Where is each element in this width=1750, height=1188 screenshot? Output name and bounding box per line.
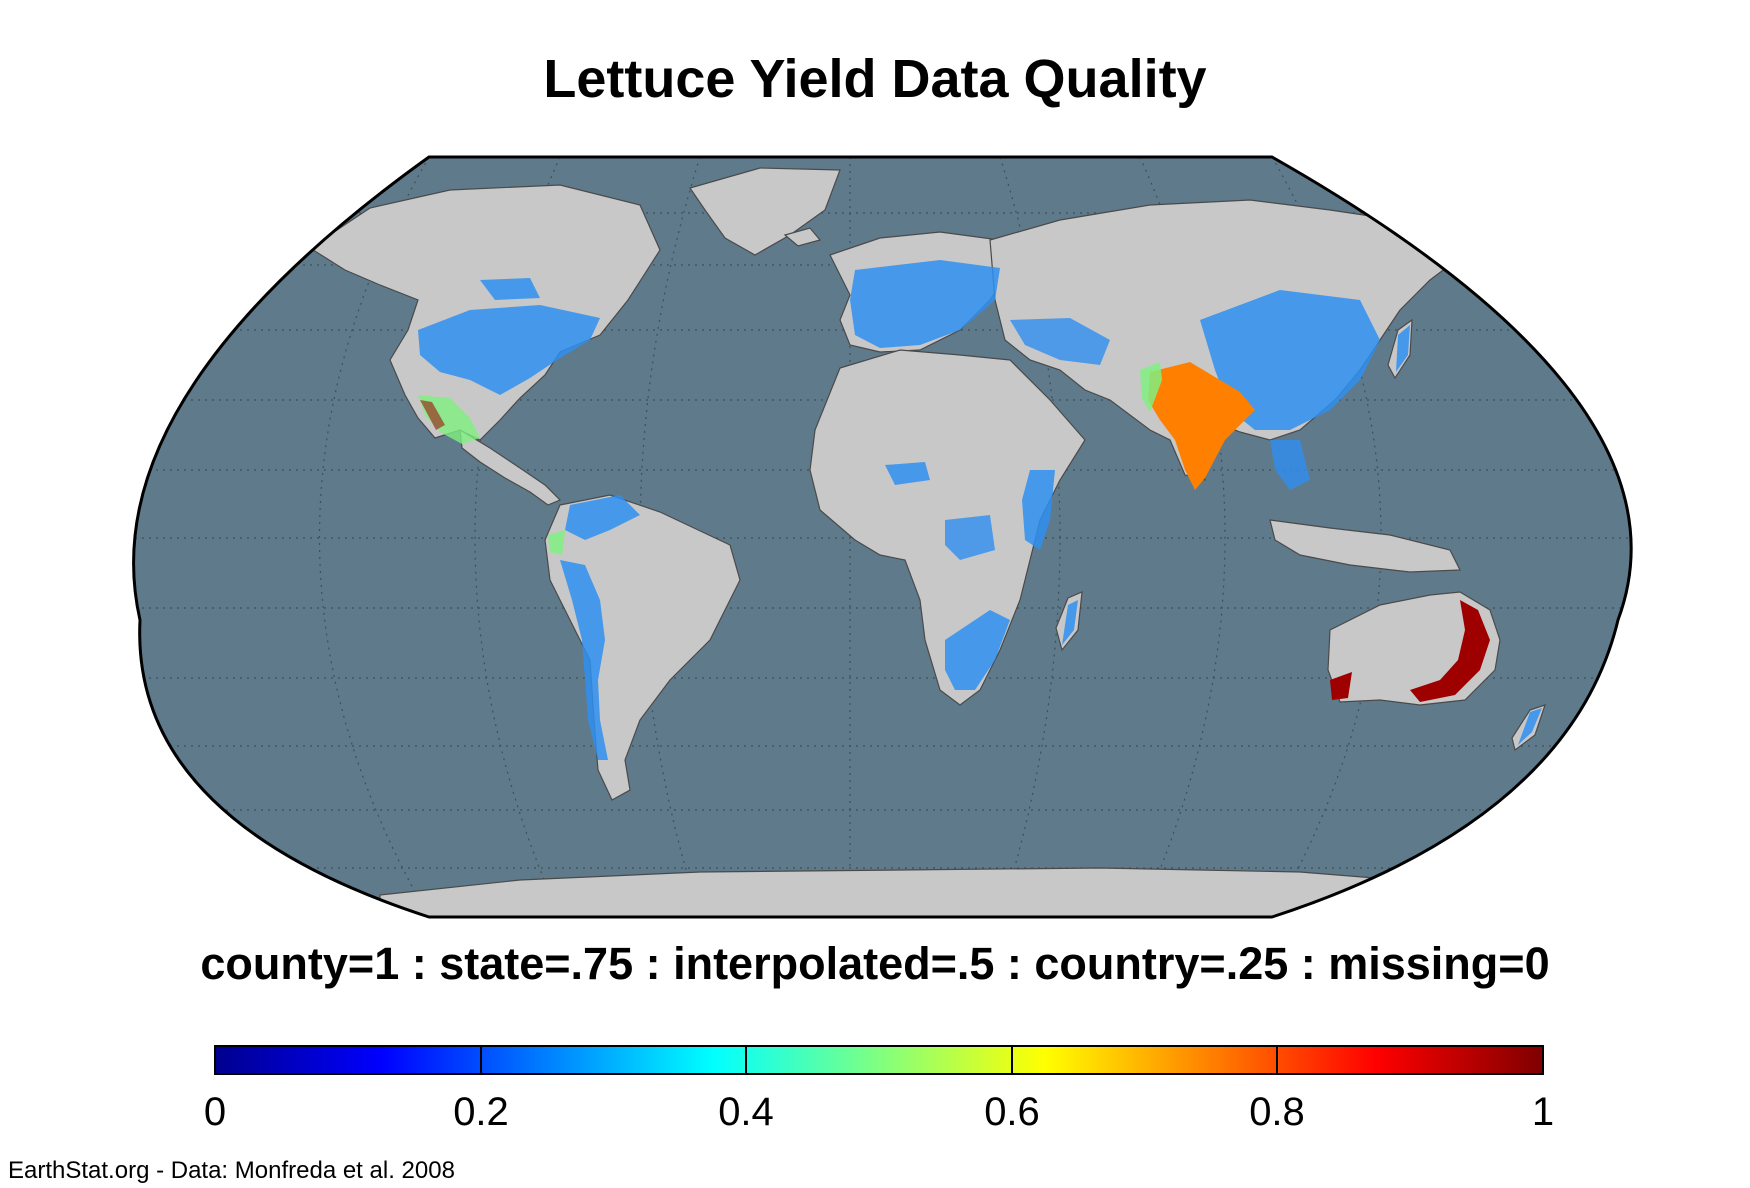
overlay-southeast-asia bbox=[1270, 440, 1310, 490]
map-title: Lettuce Yield Data Quality bbox=[543, 49, 1207, 109]
overlay-europe bbox=[850, 260, 1000, 348]
colorbar-tick-label: 0.2 bbox=[453, 1090, 509, 1134]
overlay-central-africa bbox=[945, 515, 995, 560]
overlay-india-state bbox=[1148, 362, 1255, 490]
globe-outline bbox=[132, 155, 1633, 919]
overlay-japan bbox=[1396, 325, 1410, 372]
central-america bbox=[459, 428, 562, 506]
colorbar-tick bbox=[1276, 1047, 1278, 1075]
overlay-south-america-north bbox=[565, 495, 640, 540]
colorbar-tick bbox=[745, 1047, 747, 1075]
overlay-ecuador-interpolated bbox=[548, 530, 565, 555]
indonesia bbox=[1269, 519, 1461, 573]
colorbar-tick-label: 0.4 bbox=[718, 1090, 774, 1134]
colorbar-tick-label: 0.6 bbox=[984, 1090, 1040, 1134]
data-overlays bbox=[418, 260, 1542, 760]
overlay-pakistan-interpolated bbox=[1140, 362, 1162, 412]
overlay-east-africa bbox=[1022, 470, 1055, 550]
colorbar-tick-label: 0.8 bbox=[1249, 1090, 1305, 1134]
south-america bbox=[544, 494, 741, 801]
overlay-andes bbox=[560, 560, 608, 760]
overlay-mexico-county bbox=[420, 400, 445, 430]
overlay-australia-east bbox=[1410, 600, 1490, 702]
overlay-canada-patch bbox=[480, 278, 540, 300]
overlay-north-america bbox=[418, 305, 600, 395]
colorbar-tick bbox=[480, 1047, 482, 1075]
overlay-middle-east bbox=[1010, 318, 1110, 365]
overlay-southern-africa bbox=[945, 610, 1010, 690]
overlay-west-africa bbox=[885, 462, 930, 485]
overlay-new-zealand bbox=[1518, 708, 1542, 745]
iceland bbox=[783, 227, 822, 247]
antarctica bbox=[379, 867, 1422, 917]
overlay-madagascar bbox=[1062, 600, 1078, 645]
overlay-australia-west bbox=[1330, 672, 1352, 700]
overlay-china bbox=[1200, 290, 1380, 430]
legend-caption: county=1 : state=.75 : interpolated=.5 :… bbox=[200, 938, 1550, 989]
source-credit: EarthStat.org - Data: Monfreda et al. 20… bbox=[8, 1157, 455, 1184]
colorbar-tick bbox=[1011, 1047, 1013, 1075]
colorbar-tick-label: 0 bbox=[203, 1090, 227, 1134]
colorbar-tick-label: 1 bbox=[1531, 1090, 1555, 1134]
colorbar bbox=[214, 1045, 1544, 1075]
